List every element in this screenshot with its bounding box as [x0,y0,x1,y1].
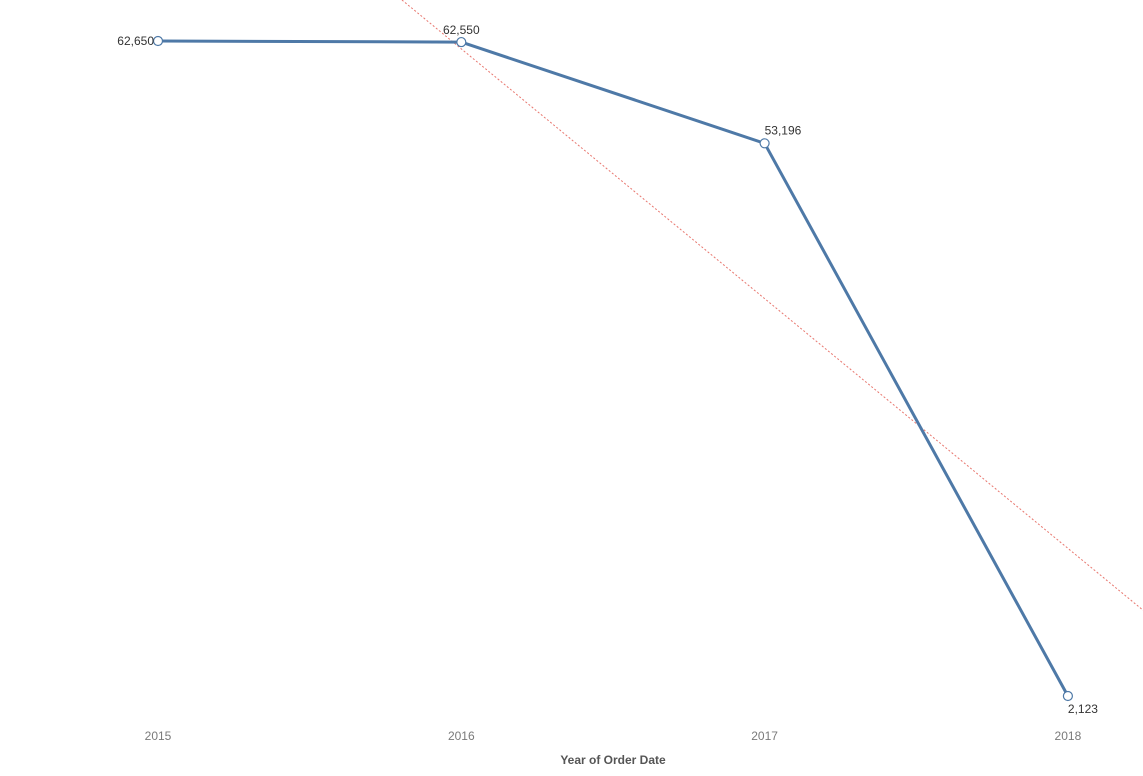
trend-layer [158,0,1143,611]
x-tick-label: 2017 [751,729,778,743]
data-label: 53,196 [765,123,802,137]
trend-line[interactable] [158,0,1143,611]
data-point-marker[interactable] [759,138,770,149]
x-axis-title[interactable]: Year of Order Date [560,753,666,767]
series-layer [156,39,1070,698]
marker-layer [152,35,1074,702]
data-point-marker[interactable] [152,35,164,47]
x-axis-ticks: 2015 2016 2017 2018 [145,729,1082,743]
data-label: 62,650 [117,34,154,48]
x-tick-label: 2018 [1055,729,1082,743]
series-line[interactable] [156,39,1070,698]
data-point-marker[interactable] [456,36,467,48]
data-label: 2,123 [1068,702,1098,716]
x-tick-label: 2015 [145,729,172,743]
data-label-layer: 62,650 62,550 53,196 2,123 [117,23,1098,716]
x-tick-label: 2016 [448,729,475,743]
data-label: 62,550 [443,23,480,37]
data-point-marker[interactable] [1062,690,1074,702]
